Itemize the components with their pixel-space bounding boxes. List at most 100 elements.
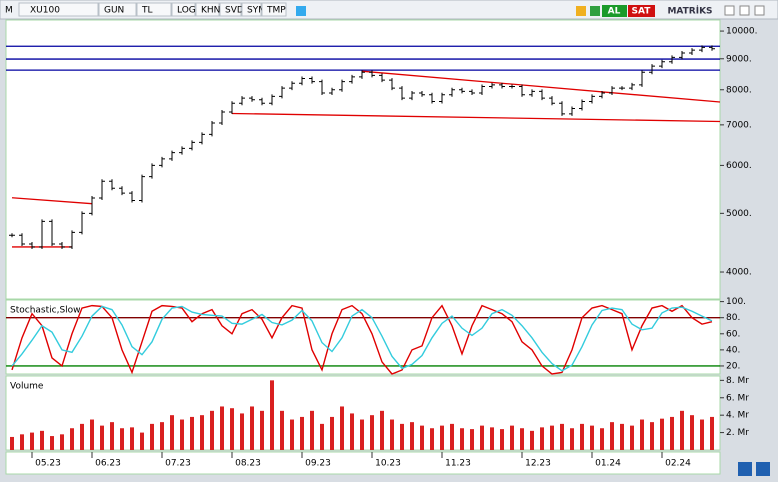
price-bar (709, 45, 715, 51)
toolbar-item[interactable]: KHN (201, 6, 220, 16)
volume-bar (500, 429, 504, 450)
price-bar (559, 101, 565, 116)
buy-label[interactable]: AL (608, 7, 621, 17)
x-tick-label: 02.24 (665, 459, 691, 469)
y-tick-label: 6. Mr (726, 393, 749, 403)
y-tick-label: 10000. (726, 27, 758, 37)
y-tick-label: 6000. (726, 161, 752, 171)
volume-bar (510, 425, 514, 450)
price-bar (339, 79, 345, 92)
toolbar-button[interactable] (241, 2, 262, 17)
volume-bar (700, 419, 704, 450)
volume-bar (520, 428, 524, 450)
toolbar-item[interactable]: TL (141, 6, 153, 16)
toolbar-button[interactable] (219, 2, 242, 17)
price-bar (29, 241, 35, 249)
x-tick-label: 07.23 (165, 459, 191, 469)
toolbar-item[interactable]: TMP (266, 6, 286, 16)
price-bar (219, 110, 225, 125)
volume-bar (140, 432, 144, 450)
price-bar (459, 87, 465, 94)
volume-bar (330, 416, 334, 450)
volume-bar (620, 423, 624, 450)
volume-bar (90, 419, 94, 450)
price-bar (659, 59, 665, 69)
volume-bar (360, 419, 364, 450)
price-bar (319, 79, 325, 96)
volume-bar (450, 423, 454, 450)
volume-bar (300, 416, 304, 450)
price-bar (449, 87, 455, 97)
volume-bar (180, 419, 184, 450)
volume-bar (370, 415, 374, 450)
x-tick-label: 01.24 (595, 459, 621, 469)
sell-button[interactable] (628, 5, 655, 17)
volume-bar (640, 419, 644, 450)
zoom-icon[interactable] (756, 462, 770, 476)
volume-bar (20, 434, 24, 450)
volume-bar (470, 429, 474, 450)
scroll-icon[interactable] (738, 462, 752, 476)
x-tick-label: 08.23 (235, 459, 261, 469)
volume-bar (80, 423, 84, 450)
buy-button[interactable] (602, 5, 627, 17)
volume-bar (120, 428, 124, 450)
volume-bar (690, 415, 694, 450)
price-bar (599, 91, 605, 99)
share-icon[interactable] (296, 6, 306, 16)
max-button[interactable] (739, 5, 750, 16)
volume-bar (630, 425, 634, 450)
volume-bar (710, 416, 714, 450)
volume-bar (270, 380, 274, 450)
edit-icon[interactable] (576, 6, 586, 16)
volume-bar (290, 419, 294, 450)
toolbar-button[interactable] (171, 2, 196, 17)
toolbar-item[interactable]: SYM (247, 6, 266, 16)
price-bar (359, 70, 365, 79)
volume-bar (280, 410, 284, 450)
min-button[interactable] (724, 5, 735, 16)
close-button[interactable] (754, 5, 765, 16)
toolbar-button[interactable] (98, 2, 137, 17)
volume-bar (570, 428, 574, 450)
volume-bar (190, 416, 194, 450)
volume-bar (540, 427, 544, 450)
toolbar-item[interactable]: LOG (177, 6, 196, 16)
y-tick-label: 40. (726, 345, 740, 355)
y-tick-label: 8. Mr (726, 376, 749, 386)
price-bar (209, 120, 215, 137)
toolbar-button[interactable] (195, 2, 220, 17)
toolbar-item[interactable]: GUN (104, 6, 124, 16)
toolbar-button[interactable] (136, 2, 172, 17)
price-bar (309, 76, 315, 84)
price-bar (499, 82, 505, 89)
price-bar (689, 48, 695, 55)
brand: MATRİKS (667, 6, 712, 17)
volume-bar (460, 428, 464, 450)
volume-bar (310, 410, 314, 450)
stochastic-title: Stochastic,Slow (10, 306, 81, 316)
volume-bar (160, 422, 164, 450)
price-bar (19, 233, 25, 246)
price-panel (5, 19, 721, 300)
price-bar (569, 106, 575, 116)
price-bar (349, 74, 355, 84)
price-bar (129, 191, 135, 203)
toolbar-button[interactable] (18, 2, 99, 17)
toolbar-item[interactable]: SVD (225, 6, 244, 16)
price-bar (259, 97, 265, 106)
trend-line (361, 70, 721, 103)
sell-label[interactable]: SAT (632, 7, 652, 17)
volume-bar (550, 425, 554, 450)
volume-bar (390, 419, 394, 450)
toolbar-button[interactable] (261, 2, 287, 17)
y-tick-label: 9000. (726, 54, 752, 64)
y-tick-label: 5000. (726, 209, 752, 219)
toolbar-item[interactable]: M (5, 6, 13, 16)
toolbar-item[interactable]: XU100 (30, 6, 60, 16)
volume-bar (440, 425, 444, 450)
volume-bar (210, 410, 214, 450)
refresh-icon[interactable] (590, 6, 600, 16)
volume-bar (490, 427, 494, 450)
